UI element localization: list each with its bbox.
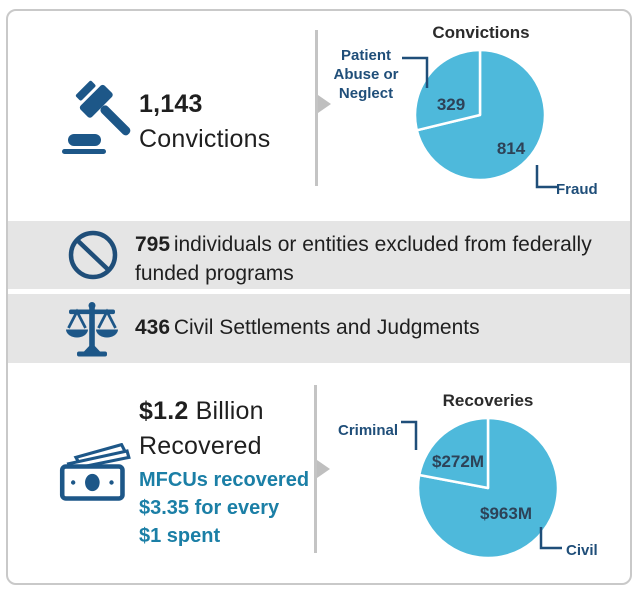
recoveries-subtext-line1: MFCUs recovered xyxy=(139,469,310,491)
recoveries-chart-title: Recoveries xyxy=(442,391,534,410)
callout-bracket-patient-abuse xyxy=(402,56,429,88)
infographic-frame: 1,143 Convictions Convictions 329 814 Pa… xyxy=(6,9,632,585)
recoveries-subtext: MFCUs recovered $3.35 for every $1 spent xyxy=(139,466,309,550)
pie-slice-patient-abuse-or-neglect xyxy=(413,48,482,132)
recoveries-subtext-line2: $3.35 for every xyxy=(139,497,280,519)
recoveries-subtext-line3: $1 spent xyxy=(139,525,221,547)
recoveries-value: $1.2 xyxy=(139,397,189,425)
convictions-label: Convictions xyxy=(139,125,271,153)
arrow-right-icon-bottom xyxy=(317,460,330,478)
callout-bracket-civil xyxy=(539,527,562,550)
arrow-right-icon-top xyxy=(318,95,331,113)
callout-fraud-label: Fraud xyxy=(556,181,598,198)
exclusions-text-line2: funded programs xyxy=(135,262,294,285)
convictions-pie-chart xyxy=(413,48,547,182)
pie-value-patient-abuse: 329 xyxy=(436,95,466,114)
convictions-stat: 1,143 Convictions xyxy=(139,87,270,157)
divider-line-top xyxy=(315,30,318,186)
pie-value-criminal: $272M xyxy=(432,452,484,471)
pie-value-fraud: 814 xyxy=(496,139,526,158)
settlements-value: 436 xyxy=(135,316,171,339)
callout-criminal-label: Criminal xyxy=(337,422,398,439)
settlements-band xyxy=(8,294,630,363)
convictions-chart-title: Convictions xyxy=(432,23,530,42)
scales-of-justice-icon xyxy=(66,302,118,357)
recoveries-stat: $1.2 Billion Recovered xyxy=(139,394,264,464)
settlements-text: 436 Civil Settlements and Judgments xyxy=(135,313,480,342)
callout-bracket-fraud xyxy=(535,165,558,189)
callout-bracket-criminal xyxy=(401,420,418,450)
exclusions-band xyxy=(8,221,630,289)
exclusions-text: 795 individuals or entities excluded from… xyxy=(135,230,630,288)
gavel-icon xyxy=(62,80,131,154)
money-icon xyxy=(59,443,131,501)
convictions-value: 1,143 xyxy=(139,90,203,118)
prohibition-icon xyxy=(68,230,118,280)
recoveries-label: Recovered xyxy=(139,432,262,460)
pie-value-civil: $963M xyxy=(480,504,532,523)
pie-slice-criminal xyxy=(417,416,490,490)
callout-civil-label: Civil xyxy=(566,542,598,559)
divider-line-bottom xyxy=(314,385,317,553)
recoveries-pie-chart xyxy=(416,416,560,560)
recoveries-unit: Billion xyxy=(195,397,264,425)
exclusions-text-line1: individuals or entities excluded from fe… xyxy=(173,233,592,256)
callout-patient-abuse-label: Patient Abuse or Neglect xyxy=(333,47,399,102)
settlements-label: Civil Settlements and Judgments xyxy=(173,316,480,339)
exclusions-value: 795 xyxy=(135,233,171,256)
